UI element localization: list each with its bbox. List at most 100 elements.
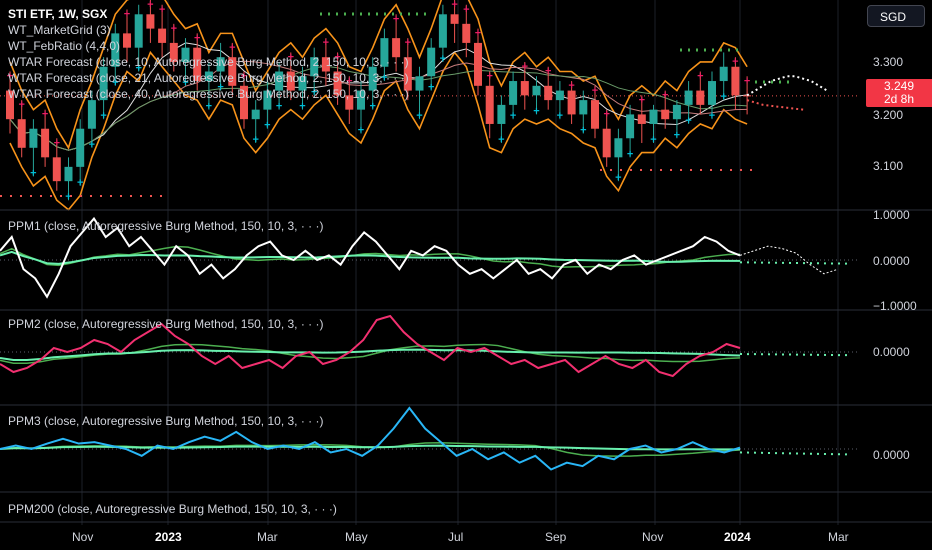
candle: + (719, 52, 728, 103)
candle: + (134, 4, 143, 75)
candle-body (181, 47, 190, 62)
grid-cross-marker: + (89, 139, 95, 151)
indicator-legend: STI ETF, 1W, SGX WT_MarketGrid (3) WT_Fe… (8, 6, 409, 102)
legend-wtar-40[interactable]: WTAR Forecast (close, 40, Autoregressive… (8, 87, 409, 101)
grid-cross-marker: + (171, 23, 177, 35)
grid-cross-marker: + (241, 71, 247, 83)
forecast-red (746, 99, 804, 111)
ppm3-green-forecast (739, 451, 851, 456)
candle-body (567, 90, 576, 115)
candle: + (181, 38, 190, 89)
grid-cross-marker: + (510, 110, 516, 122)
candle-body (146, 14, 155, 29)
grid-cross-marker: + (568, 80, 574, 92)
grid-cross-marker: + (639, 94, 645, 106)
candle-body (427, 47, 436, 77)
candle-body (251, 109, 260, 120)
candle-body (696, 90, 705, 105)
candle-body (345, 95, 354, 110)
forecast-white (746, 75, 828, 97)
candle: + (146, 0, 155, 43)
ppm1-title[interactable]: PPM1 (close, Autoregressive Burg Method,… (8, 219, 324, 233)
candle: + (240, 71, 248, 129)
candle-body (169, 42, 178, 62)
ppm3-title[interactable]: PPM3 (close, Autoregressive Burg Method,… (8, 414, 324, 428)
candle-body (450, 14, 459, 24)
pane-dividers (0, 209, 932, 523)
legend-wtar-10[interactable]: WTAR Forecast (close, 10, Autoregressive… (8, 55, 409, 69)
candle: + (579, 90, 588, 136)
candle: + (731, 56, 740, 110)
candle: + (392, 13, 401, 72)
grid-cross-marker: + (159, 4, 165, 16)
candle: + (29, 119, 38, 179)
grid-cross-marker: + (603, 109, 609, 121)
candle: + (403, 37, 412, 101)
candle-body (672, 104, 681, 120)
candle-body (474, 42, 482, 86)
grid-cross-marker: + (369, 101, 375, 113)
candle: + (275, 61, 284, 113)
candle-body (532, 85, 541, 96)
x-tick-2024: 2024 (724, 530, 751, 544)
grid-cross-marker: + (475, 28, 481, 40)
main-price-pane: + + + + + + + + + + + + + + + + + + + + + + + + + + + + + + + + + + + + + + + +… (0, 0, 860, 211)
candle-body (380, 38, 389, 67)
candle-body (321, 57, 330, 72)
grid-cross-marker: + (334, 51, 340, 63)
grid-cross-marker: + (709, 110, 715, 122)
candle-body (52, 157, 61, 182)
candle-body (637, 114, 646, 124)
grid-cross-marker: + (416, 110, 422, 122)
legend-febratio[interactable]: WT_FebRatio (4,4,0) (8, 39, 121, 53)
grid-cross-marker: + (65, 191, 71, 203)
candle: + (6, 71, 14, 134)
ppm2-title[interactable]: PPM2 (close, Autoregressive Burg Method,… (8, 317, 324, 331)
grid-cross-marker: + (522, 61, 528, 73)
grid-cross-marker: + (498, 134, 504, 146)
grid-cross-marker: + (744, 75, 750, 87)
candle: + (286, 51, 295, 101)
ppm1-fast-line (0, 250, 741, 265)
candle: + (591, 85, 599, 139)
legend-wtar-21[interactable]: WTAR Forecast (close, 21, Autoregressive… (8, 71, 409, 85)
currency-selector[interactable]: SGD (867, 5, 925, 27)
candle-body (298, 76, 307, 91)
grid-cross-marker: + (77, 177, 83, 189)
candle-body (333, 71, 342, 96)
candle-body (708, 81, 716, 105)
candle-body (204, 71, 213, 82)
x-tick-2023: 2023 (155, 530, 182, 544)
candle: + (64, 157, 73, 203)
candle: + (684, 81, 693, 127)
grid-cross-marker: + (580, 124, 586, 136)
candle: + (497, 95, 506, 146)
grid-cross-marker: + (697, 71, 703, 83)
candle-body (357, 90, 365, 110)
ppm3-pane (0, 406, 860, 471)
grid-cross-marker: + (112, 77, 118, 89)
grid-cross-marker: + (440, 53, 446, 65)
candle: + (158, 4, 167, 58)
candle: + (450, 0, 459, 43)
candle: + (532, 76, 541, 117)
candle-body (158, 28, 167, 43)
candle: + (427, 38, 436, 94)
x-tick-nov-2: Nov (642, 530, 664, 544)
y-tick-main-1: 3.300 (873, 55, 904, 69)
legend-marketgrid[interactable]: WT_MarketGrid (3) (8, 23, 111, 37)
grid-cross-marker: + (685, 115, 691, 127)
candle: + (520, 61, 529, 110)
candle: + (228, 42, 237, 96)
candle: + (357, 81, 365, 136)
x-tick-sep: Sep (545, 530, 567, 544)
candle-body (99, 66, 108, 101)
candle: + (672, 100, 681, 141)
grid-cross-marker: + (720, 91, 726, 103)
grid-lines (81, 0, 839, 525)
candle: + (602, 109, 611, 167)
symbol-title[interactable]: STI ETF, 1W, SGX (8, 7, 108, 21)
grid-cross-marker: + (100, 110, 106, 122)
ppm200-title[interactable]: PPM200 (close, Autoregressive Burg Metho… (8, 502, 337, 516)
